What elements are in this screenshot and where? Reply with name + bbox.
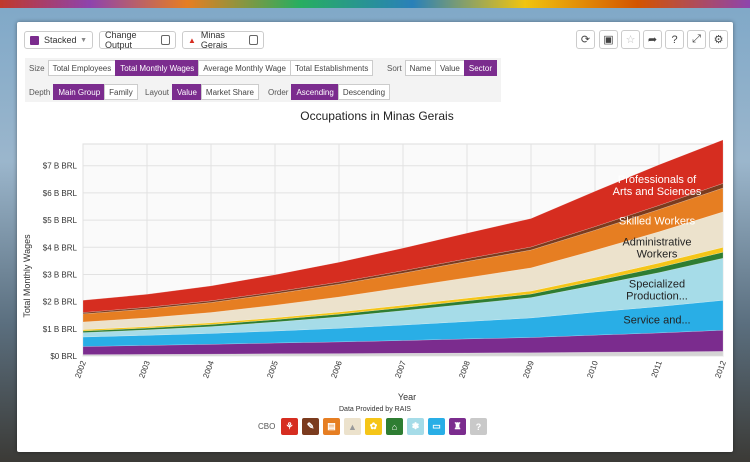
size-option-total-establishments[interactable]: Total Establishments — [289, 60, 374, 76]
y-tick-label: $6 B BRL — [43, 189, 78, 198]
order-option-ascending[interactable]: Ascending — [291, 84, 339, 100]
series-label-line: Workers — [637, 248, 678, 260]
location-button[interactable]: ▲ Minas Gerais — [182, 30, 264, 50]
area-series-6 — [82, 211, 724, 330]
depth-control: Depth Main Group Family — [29, 84, 138, 100]
order-label: Order — [268, 87, 289, 97]
table-icon — [160, 35, 170, 45]
legend-unknown-icon[interactable]: ? — [470, 418, 487, 435]
viz-type-dropdown[interactable]: Stacked ▼ — [24, 31, 93, 49]
order-control: Order Ascending Descending — [268, 84, 391, 100]
depth-option-family[interactable]: Family — [104, 84, 138, 100]
legend-label: CBO — [258, 422, 276, 431]
x-tick-label: 2009 — [521, 359, 536, 379]
refresh-icon[interactable]: ⟳ — [576, 30, 595, 49]
sort-option-value[interactable]: Value — [435, 60, 465, 76]
series-label: Specialized Production... — [626, 279, 688, 303]
legend-specialized-production-icon[interactable]: ✽ — [407, 418, 424, 435]
area-series-3 — [82, 257, 724, 338]
x-tick-label: 2008 — [457, 359, 472, 379]
series-label: Administrative Workers — [622, 236, 691, 260]
series-label: Service and... — [623, 315, 690, 327]
x-tick-label: 2006 — [329, 359, 344, 379]
y-tick-label: $3 B BRL — [43, 270, 78, 279]
x-axis-title: Year — [398, 392, 416, 402]
save-icon[interactable]: ▣ — [599, 30, 618, 49]
settings-icon[interactable]: ⚙ — [709, 30, 728, 49]
series-label-line: Administrative — [622, 236, 691, 248]
layout-option-market-share[interactable]: Market Share — [200, 84, 259, 100]
sort-label: Sort — [387, 63, 402, 73]
location-pin-icon: ▲ — [188, 35, 196, 45]
chevron-down-icon: ▼ — [80, 36, 87, 44]
x-tick-label: 2005 — [265, 359, 280, 379]
size-option-average-monthly-wage[interactable]: Average Monthly Wage — [198, 60, 291, 76]
layout-control: Layout Value Market Share — [145, 84, 259, 100]
legend-skilled-workers-icon[interactable]: ▤ — [323, 418, 340, 435]
depth-option-main-group[interactable]: Main Group — [53, 84, 106, 100]
layout-label: Layout — [145, 87, 170, 97]
x-tick-label: 2002 — [73, 359, 88, 379]
size-option-total-employees[interactable]: Total Employees — [47, 60, 117, 76]
legend-service-icon[interactable]: ▭ — [428, 418, 445, 435]
y-tick-label: $5 B BRL — [43, 216, 78, 225]
series-label-line: Skilled Workers — [619, 216, 696, 228]
series-label-line: Arts and Sciences — [613, 186, 702, 198]
area-series-9 — [82, 139, 724, 313]
x-tick-label: 2010 — [585, 359, 600, 379]
x-tick-label: 2004 — [201, 359, 216, 379]
legend-services-icon[interactable]: ✿ — [365, 418, 382, 435]
size-label: Size — [29, 63, 45, 73]
size-control: Size Total Employees Total Monthly Wages… — [29, 60, 374, 76]
sort-option-sector[interactable]: Sector — [463, 60, 498, 76]
sort-control: Sort Name Value Sector — [387, 60, 498, 76]
sort-option-name[interactable]: Name — [404, 60, 437, 76]
x-tick-label: 2007 — [393, 359, 408, 379]
fullscreen-icon[interactable]: ⤢ — [687, 30, 706, 49]
stacked-area-chart: Occupations in Minas Gerais Total Monthl… — [22, 109, 728, 402]
x-tick-label: 2011 — [650, 359, 665, 379]
chart-title: Occupations in Minas Gerais — [300, 109, 453, 123]
depth-label: Depth — [29, 87, 51, 97]
x-tick-label: 2012 — [713, 359, 728, 379]
change-output-button[interactable]: Change Output — [99, 30, 176, 50]
legend-agriculture-icon[interactable]: ⌂ — [386, 418, 403, 435]
legend-military-icon[interactable]: ♜ — [449, 418, 466, 435]
y-tick-label: $1 B BRL — [43, 325, 78, 334]
y-tick-label: $0 BRL — [50, 352, 77, 361]
y-tick-label: $7 B BRL — [43, 162, 78, 171]
viz-type-label: Stacked — [44, 35, 77, 45]
legend-professionals-icon[interactable]: ⚘ — [281, 418, 298, 435]
order-option-descending[interactable]: Descending — [337, 84, 391, 100]
x-tick-label: 2003 — [137, 359, 152, 379]
star-icon[interactable]: ☆ — [621, 30, 640, 49]
y-tick-label: $4 B BRL — [43, 243, 78, 252]
stacked-chart-icon — [30, 35, 39, 45]
y-tick-label: $2 B BRL — [43, 298, 78, 307]
series-label: Skilled Workers — [619, 216, 696, 228]
series-label: Professionals of Arts and Sciences — [613, 174, 702, 198]
location-label: Minas Gerais — [200, 30, 228, 50]
y-axis-title: Total Monthly Wages — [22, 234, 32, 318]
legend-technicians-icon[interactable]: ✎ — [302, 418, 319, 435]
series-label-line: Production... — [626, 291, 688, 303]
data-source-text: Data Provided by RAIS — [339, 406, 411, 413]
visualization-panel: Stacked ▼ Change Output ▲ Minas Gerais ⟳… — [17, 22, 733, 452]
table-icon — [248, 35, 258, 45]
series-label-line: Professionals of — [618, 174, 697, 186]
change-output-label: Change Output — [105, 30, 137, 50]
share-icon[interactable]: ➦ — [643, 30, 662, 49]
series-label-line: Service and... — [623, 315, 690, 327]
help-icon[interactable]: ? — [665, 30, 684, 49]
series-label-line: Specialized — [629, 279, 685, 291]
legend-administrative-icon[interactable]: ▲ — [344, 418, 361, 435]
size-option-total-monthly-wages[interactable]: Total Monthly Wages — [115, 60, 200, 76]
layout-option-value[interactable]: Value — [172, 84, 202, 100]
background-banner — [0, 0, 750, 8]
